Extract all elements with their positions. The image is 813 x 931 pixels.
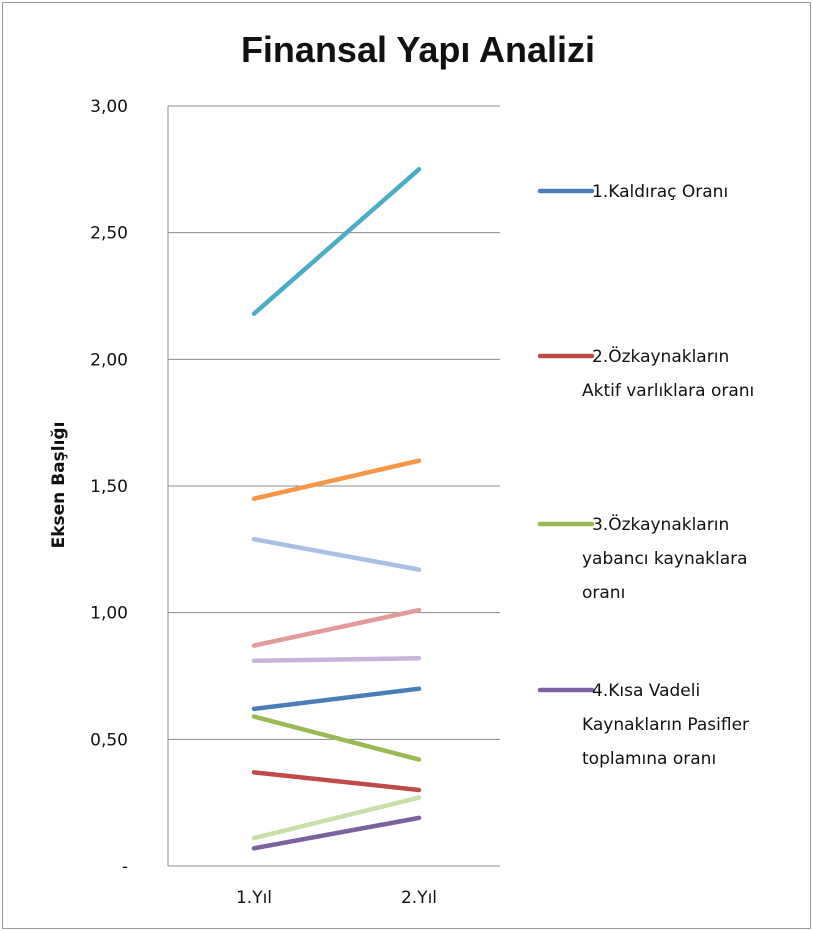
y-tick-label: 2,50 xyxy=(90,224,128,244)
legend-label: oranı xyxy=(582,583,625,603)
series-line-5 xyxy=(251,656,422,664)
gridlines xyxy=(167,105,500,867)
series-line-6 xyxy=(251,686,422,712)
legend-label: toplamına oranı xyxy=(582,749,716,769)
y-tick-label: 2,00 xyxy=(90,350,128,370)
legend-label: 4.Kısa Vadeli xyxy=(592,681,700,701)
series-line-8 xyxy=(251,770,422,793)
series-line-7 xyxy=(251,714,422,762)
legend-label: Kaynakların Pasifler xyxy=(582,715,749,735)
y-tick-label: 0,50 xyxy=(90,730,128,750)
y-tick-label: 1,50 xyxy=(90,477,128,497)
y-axis-label: Eksen Başlığı xyxy=(49,422,69,549)
legend-label: 2.Özkaynakların xyxy=(592,345,729,367)
legend: 1.Kaldıraç Oranı 2.Özkaynakların Aktif var… xyxy=(537,182,754,769)
legend-label: 1.Kaldıraç Oranı xyxy=(592,182,728,202)
x-tick-label: 1.Yıl xyxy=(236,888,272,908)
series-line-1 xyxy=(251,167,422,316)
legend-label: yabancı kaynaklara xyxy=(582,549,748,569)
chart-title: Finansal Yapı Analizi xyxy=(241,29,595,70)
y-tick-labels: - 0,50 1,00 1,50 2,00 2,50 3,00 xyxy=(90,97,128,877)
y-tick-label: 1,00 xyxy=(90,604,128,624)
y-tick-label: 3,00 xyxy=(90,97,128,117)
series-line-10 xyxy=(251,815,422,851)
legend-label: Aktif varlıklara oranı xyxy=(582,381,754,401)
x-tick-label: 2.Yıl xyxy=(401,888,437,908)
series-line-9 xyxy=(251,795,422,841)
x-tick-labels: 1.Yıl 2.Yıl xyxy=(236,888,437,908)
legend-label: 3.Özkaynakların xyxy=(592,513,729,535)
series-line-3 xyxy=(251,536,422,572)
series-lines xyxy=(251,167,422,851)
series-line-4 xyxy=(251,607,422,648)
series-line-2 xyxy=(251,458,422,501)
y-tick-label: - xyxy=(122,857,128,877)
